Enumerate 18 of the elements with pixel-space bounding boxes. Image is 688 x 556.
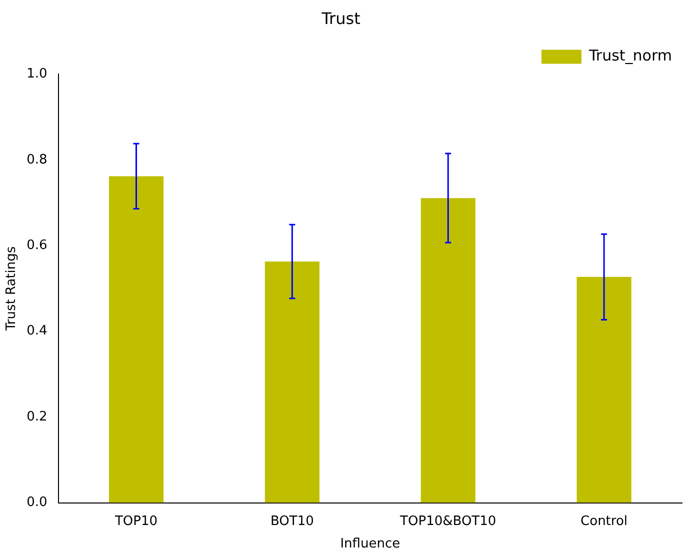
legend-label: Trust_norm [588,46,672,65]
y-tick-label: 0.4 [26,324,48,339]
bar [264,262,320,503]
bar [576,276,632,503]
chart-title: Trust [320,8,360,28]
y-tick-label: 1.0 [26,66,48,82]
x-tick-label: TOP10&BOT10 [399,514,496,529]
x-axis-title: Influence [340,536,400,552]
x-tick-label: TOP10 [114,514,158,529]
y-tick-label: 0.2 [26,409,48,424]
y-tick-label: 0.8 [26,152,48,168]
y-axis-title: Trust Ratings [4,246,20,332]
x-tick-label: Control [580,514,628,529]
bar [108,176,164,503]
bar [420,198,476,503]
y-tick-label: 0.6 [26,238,48,254]
y-tick-label: 0.0 [26,495,48,510]
x-tick-label: BOT10 [270,514,314,529]
